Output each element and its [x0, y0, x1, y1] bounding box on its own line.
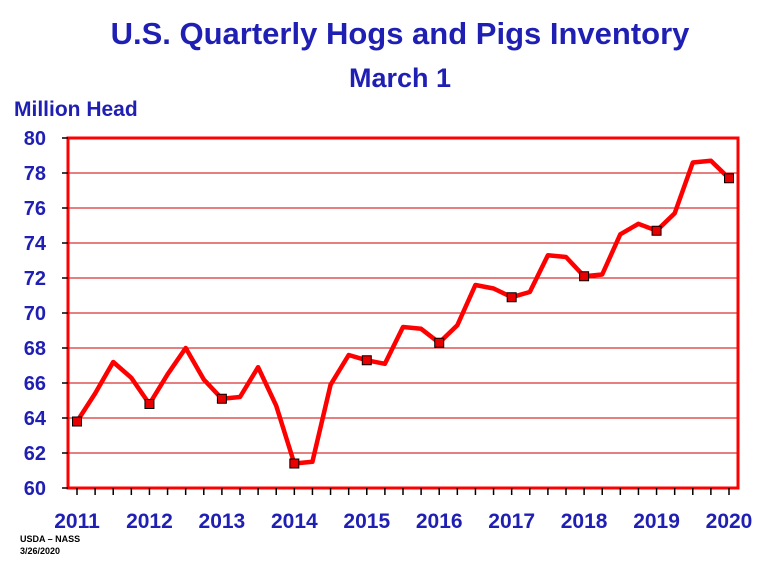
data-point-marker — [72, 416, 82, 427]
data-point-marker — [361, 355, 372, 366]
x-tick-label: 2011 — [54, 510, 100, 533]
y-tick-label: 62 — [24, 443, 46, 465]
data-point-marker — [579, 271, 590, 282]
data-point-marker — [651, 225, 662, 236]
series-line — [74, 158, 732, 466]
x-tick-label: 2016 — [416, 510, 463, 533]
x-tick-label: 2014 — [271, 510, 318, 533]
y-tick-label: 72 — [24, 268, 46, 290]
data-point-marker — [506, 292, 517, 303]
x-tick-label: 2013 — [199, 510, 246, 533]
y-tick-label: 66 — [24, 373, 46, 395]
y-tick-label: 76 — [24, 198, 46, 220]
x-tick-label: 2019 — [633, 510, 680, 533]
y-axis-label: Million Head — [14, 98, 138, 121]
y-tick-label: 70 — [24, 303, 46, 325]
data-point-marker — [724, 173, 734, 184]
chart-title: U.S. Quarterly Hogs and Pigs Inventory — [110, 16, 690, 51]
data-point-marker — [434, 337, 445, 348]
data-point-marker — [289, 458, 300, 469]
x-tick-label: 2015 — [343, 510, 390, 533]
y-tick-label: 80 — [24, 128, 46, 150]
x-tick-label: 2017 — [488, 510, 535, 533]
source-date: 3/26/2020 — [20, 546, 61, 556]
x-tick-label: 2018 — [561, 510, 608, 533]
y-tick-label: 78 — [24, 163, 46, 185]
x-tick-label: 2020 — [706, 510, 753, 533]
y-tick-label: 68 — [24, 338, 46, 360]
y-tick-label: 64 — [24, 408, 47, 430]
source-org: USDA – NASS — [20, 534, 81, 544]
x-tick-label: 2012 — [126, 510, 173, 533]
chart-subtitle: March 1 — [348, 63, 452, 93]
y-tick-label: 74 — [24, 233, 47, 255]
data-point-marker — [144, 399, 155, 409]
y-tick-label: 60 — [24, 478, 46, 500]
data-point-marker — [216, 393, 227, 404]
